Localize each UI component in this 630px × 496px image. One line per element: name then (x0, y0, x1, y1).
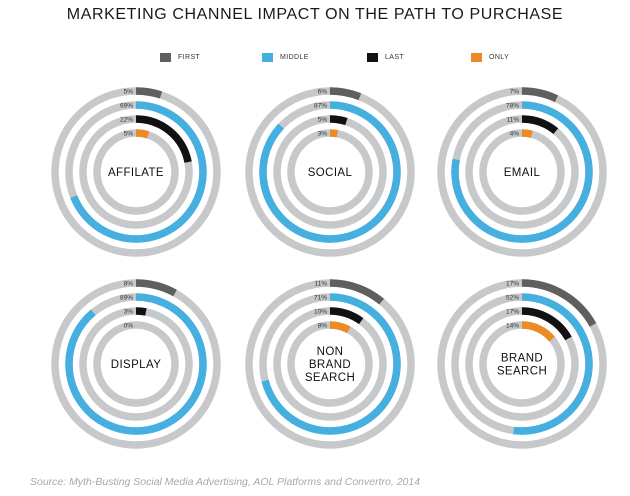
ring-label-first: 7% (510, 89, 520, 96)
ring-label-only: 14% (506, 323, 519, 330)
ring-label-middle: 69% (120, 103, 133, 110)
ring-label-last: 17% (506, 309, 519, 316)
ring-arc-only (329, 129, 339, 138)
source-note: Source: Myth-Busting Social Media Advert… (30, 476, 421, 488)
radial-chart-affilate: 5% 69% 22% 5% AFFILATE (51, 87, 221, 257)
ring-arc-only (135, 129, 150, 139)
legend-label-first: FIRST (178, 54, 201, 61)
ring-arc-only (521, 321, 555, 342)
radial-chart-social: 6% 87% 5% 3% SOCIAL (245, 87, 415, 257)
ring-label-last: 3% (124, 309, 134, 316)
ring-label-only: 4% (510, 131, 520, 138)
channel-name: SEARCH (497, 366, 547, 378)
ring-arc-first (135, 87, 163, 99)
legend-label-last: LAST (385, 54, 405, 61)
ring-arc-last (521, 307, 572, 341)
ring-arc-last (329, 115, 348, 126)
ring-arc-middle (65, 293, 207, 435)
ring-arc-first (135, 279, 177, 297)
channel-name: AFFILATE (108, 167, 164, 179)
legend-swatch-middle (262, 53, 273, 62)
ring-arc-only (521, 129, 533, 138)
ring-label-middle: 87% (314, 103, 327, 110)
ring-label-first: 6% (318, 89, 328, 96)
ring-label-first: 8% (124, 281, 134, 288)
legend-item-only: ONLY (471, 53, 509, 62)
ring-label-only: 5% (124, 131, 134, 138)
ring-track-only (93, 321, 179, 407)
legend-item-last: LAST (367, 53, 404, 62)
ring-arc-middle (261, 293, 401, 435)
ring-label-middle: 71% (314, 295, 327, 302)
radial-chart-email: 7% 78% 11% 4% EMAIL (437, 87, 607, 257)
ring-arc-last (329, 307, 364, 325)
ring-label-first: 11% (314, 281, 327, 288)
channel-name: BRAND (501, 353, 543, 365)
channel-name: SEARCH (305, 372, 355, 384)
legend-swatch-first (160, 53, 171, 62)
chart-title: MARKETING CHANNEL IMPACT ON THE PATH TO … (66, 6, 564, 23)
ring-arc-last (135, 115, 192, 163)
ring-arc-first (521, 279, 597, 327)
ring-label-only: 3% (318, 131, 328, 138)
ring-arc-only (329, 321, 351, 334)
ring-arc-last (135, 307, 147, 316)
legend: FIRST MIDDLE LAST ONLY (0, 53, 630, 65)
channel-name: EMAIL (504, 167, 541, 179)
ring-arc-last (521, 115, 559, 135)
legend-item-first: FIRST (160, 53, 200, 62)
ring-arc-first (521, 87, 559, 103)
ring-label-last: 5% (318, 117, 328, 124)
legend-swatch-last (367, 53, 378, 62)
ring-label-last: 10% (314, 309, 327, 316)
ring-arc-middle (513, 293, 593, 435)
ring-arc-middle (451, 101, 593, 243)
ring-label-middle: 78% (506, 103, 519, 110)
legend-label-middle: MIDDLE (280, 54, 309, 61)
channel-name: DISPLAY (111, 359, 162, 371)
ring-arc-first (329, 279, 385, 305)
ring-label-middle: 89% (120, 295, 133, 302)
ring-label-first: 17% (506, 281, 519, 288)
ring-arc-first (329, 87, 362, 101)
ring-label-only: 0% (124, 323, 134, 330)
ring-label-last: 22% (120, 117, 133, 124)
ring-label-last: 11% (506, 117, 519, 124)
ring-label-only: 8% (318, 323, 328, 330)
ring-arc-middle (259, 101, 401, 243)
channel-name: BRAND (309, 359, 351, 371)
radial-chart-display: 8% 89% 3% 0% DISPLAY (51, 279, 221, 449)
legend-label-only: ONLY (489, 54, 510, 61)
ring-arc-middle (70, 101, 207, 243)
legend-swatch-only (471, 53, 482, 62)
legend-item-middle: MIDDLE (262, 53, 309, 62)
channel-name: NON (317, 346, 344, 358)
channel-name: SOCIAL (308, 167, 353, 179)
ring-label-middle: 52% (506, 295, 519, 302)
ring-label-first: 5% (124, 89, 134, 96)
